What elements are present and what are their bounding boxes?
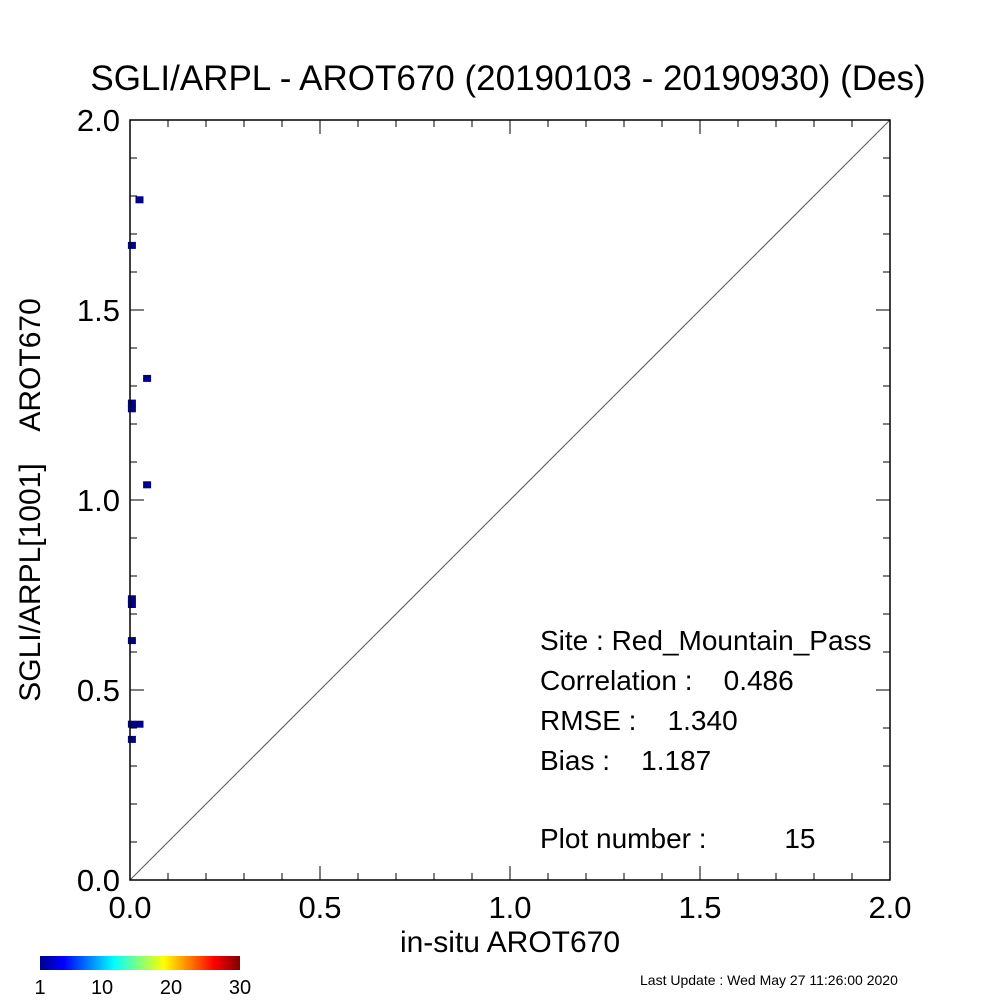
y-tick-label: 1.0 [77,483,120,518]
colorbar-label: 1 [34,977,45,999]
stat-correlation: Correlation : 0.486 [540,665,794,696]
x-tick-label: 1.5 [678,890,721,925]
colorbar-label: 10 [91,977,113,999]
x-tick-label: 0.0 [108,890,151,925]
one-to-one-line [129,119,891,881]
x-tick-label: 0.5 [298,890,341,925]
y-tick-label: 0.0 [77,863,120,898]
y-axis-label: SGLI/ARPL[1001] AROT670 [14,298,47,702]
data-point [127,601,136,608]
data-point [127,735,136,743]
data-point [127,399,136,407]
data-point [143,481,152,489]
stat-plot-number: Plot number : 15 [540,823,815,854]
y-tick-label: 2.0 [77,103,120,138]
data-point [135,196,144,204]
y-tick-label: 0.5 [77,673,120,708]
stat-bias: Bias : 1.187 [540,745,711,776]
data-points [127,196,152,743]
data-point [135,720,144,728]
chart-title: SGLI/ARPL - AROT670 (20190103 - 20190930… [90,59,925,98]
y-tick-labels: 0.0 0.5 1.0 1.5 2.0 [77,103,120,898]
data-point [127,241,136,249]
data-point [143,374,152,382]
colorbar-label: 30 [229,977,251,999]
colorbar-labels: 1 10 20 30 [34,977,251,999]
colorbar [40,956,240,970]
x-tick-label: 1.0 [488,890,531,925]
data-point [127,405,136,413]
y-tick-label: 1.5 [77,293,120,328]
colorbar-label: 20 [160,977,182,999]
stat-rmse: RMSE : 1.340 [540,705,738,736]
data-point [127,720,136,728]
stats-panel: Site : Red_Mountain_Pass Correlation : 0… [540,625,872,854]
x-axis-label: in-situ AROT670 [400,926,620,959]
x-tick-label: 2.0 [868,890,911,925]
x-tick-labels: 0.0 0.5 1.0 1.5 2.0 [108,890,911,925]
last-update: Last Update : Wed May 27 11:26:00 2020 [640,972,898,988]
stat-site: Site : Red_Mountain_Pass [540,625,872,656]
data-point [127,637,136,645]
data-point [127,595,136,603]
plot-frame [129,119,891,881]
